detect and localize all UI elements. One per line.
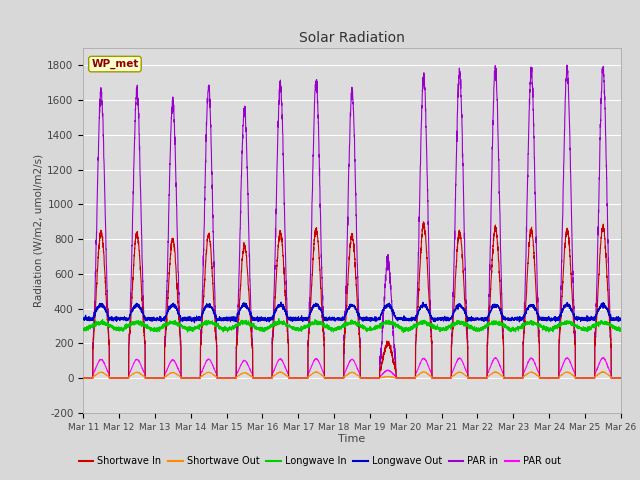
Y-axis label: Radiation (W/m2, umol/m2/s): Radiation (W/m2, umol/m2/s) (33, 154, 43, 307)
X-axis label: Time: Time (339, 434, 365, 444)
Title: Solar Radiation: Solar Radiation (299, 32, 405, 46)
Text: WP_met: WP_met (92, 59, 139, 69)
Legend: Shortwave In, Shortwave Out, Longwave In, Longwave Out, PAR in, PAR out: Shortwave In, Shortwave Out, Longwave In… (75, 453, 565, 470)
